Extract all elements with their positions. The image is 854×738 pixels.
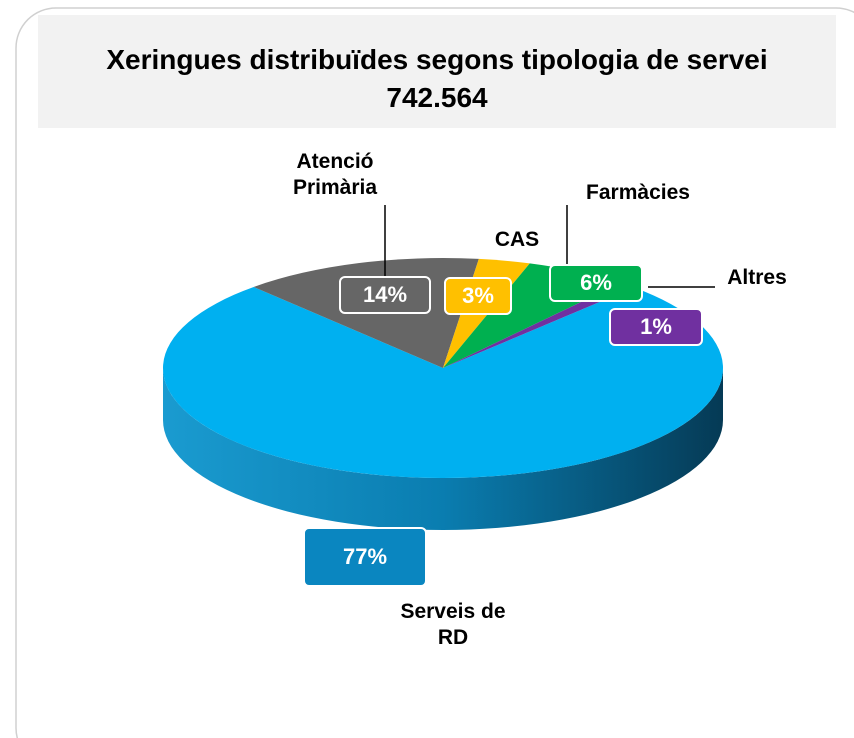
chart-subtitle: 742.564 xyxy=(386,82,488,113)
category-label: Farmàcies xyxy=(586,180,690,204)
chart-title: Xeringues distribuïdes segons tipologia … xyxy=(106,44,768,75)
category-label: Serveis de RD xyxy=(400,599,506,649)
leader-lines xyxy=(384,205,715,288)
value-label: 1% xyxy=(609,308,703,346)
category-label: Atenció Primària xyxy=(292,149,378,199)
pie-side xyxy=(163,368,723,530)
value-label: 77% xyxy=(303,527,427,587)
pie-slice xyxy=(443,283,634,368)
value-label: 3% xyxy=(444,277,512,315)
title-band xyxy=(38,15,836,128)
category-label: Altres xyxy=(727,265,787,289)
pie-slice xyxy=(163,286,724,478)
value-label: 14% xyxy=(339,276,431,314)
category-label: CAS xyxy=(494,227,540,251)
value-label: 6% xyxy=(549,264,643,302)
